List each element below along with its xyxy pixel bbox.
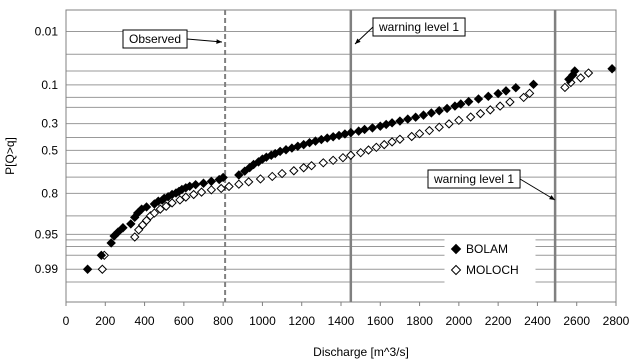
x-tick-label: 1200 bbox=[288, 314, 315, 328]
y-tick-label: 0.8 bbox=[41, 186, 58, 200]
x-tick-label: 2000 bbox=[446, 314, 473, 328]
y-tick-label: 0.95 bbox=[35, 227, 59, 241]
bolam-point bbox=[435, 107, 443, 115]
moloch-point bbox=[408, 133, 416, 141]
bolam-point bbox=[368, 124, 376, 132]
annotation: Observed bbox=[123, 30, 222, 48]
annotation-label: warning level 1 bbox=[378, 20, 459, 34]
bolam-point bbox=[404, 115, 412, 123]
bolam-point bbox=[207, 177, 215, 185]
annotation: warning level 1 bbox=[428, 170, 555, 200]
x-tick-label: 0 bbox=[63, 314, 70, 328]
moloch-point bbox=[365, 146, 373, 154]
bolam-point bbox=[475, 95, 483, 103]
bolam-point bbox=[84, 265, 92, 273]
moloch-point bbox=[278, 170, 286, 178]
x-tick-label: 1600 bbox=[367, 314, 394, 328]
y-tick-label: 0.1 bbox=[41, 78, 58, 92]
annotation-label: Observed bbox=[129, 32, 181, 46]
x-tick-label: 2600 bbox=[563, 314, 590, 328]
moloch-point bbox=[217, 184, 225, 192]
x-tick-label: 2200 bbox=[485, 314, 512, 328]
x-tick-label: 600 bbox=[174, 314, 194, 328]
moloch-point bbox=[290, 167, 298, 175]
bolam-point bbox=[484, 92, 492, 100]
moloch-point bbox=[225, 182, 233, 190]
y-tick-label: 0.3 bbox=[41, 117, 58, 131]
moloch-point bbox=[347, 151, 355, 159]
moloch-point bbox=[198, 188, 206, 196]
x-tick-label: 400 bbox=[135, 314, 155, 328]
legend-label: MOLOCH bbox=[466, 263, 519, 277]
bolam-point bbox=[465, 98, 473, 106]
moloch-point bbox=[445, 120, 453, 128]
bolam-point bbox=[200, 179, 208, 187]
bolam-point bbox=[530, 80, 538, 88]
x-tick-label: 1400 bbox=[328, 314, 355, 328]
bolam-point bbox=[608, 65, 616, 73]
y-tick-label: 0.99 bbox=[35, 262, 59, 276]
moloch-point bbox=[339, 154, 347, 162]
x-tick-label: 800 bbox=[213, 314, 233, 328]
moloch-point bbox=[585, 69, 593, 77]
moloch-point bbox=[207, 186, 215, 194]
x-tick-label: 2400 bbox=[524, 314, 551, 328]
x-tick-label: 1800 bbox=[406, 314, 433, 328]
x-axis-title: Discharge [m^3/s] bbox=[313, 345, 409, 359]
legend-label: BOLAM bbox=[466, 242, 508, 256]
y-axis-title: P[Q>q] bbox=[3, 137, 17, 175]
bolam-point bbox=[494, 90, 502, 98]
bolam-point bbox=[427, 109, 435, 117]
moloch-point bbox=[396, 135, 404, 143]
moloch-point bbox=[98, 265, 106, 273]
annotation-leader bbox=[520, 179, 555, 200]
moloch-point bbox=[319, 159, 327, 167]
x-axis-ticks: 0 200 400 600 800 1000 1200 1400 1600 1800 2000 220… bbox=[63, 302, 630, 328]
x-tick-label: 200 bbox=[95, 314, 115, 328]
annotation-label: warning level 1 bbox=[433, 172, 514, 186]
y-tick-label: 0.01 bbox=[35, 25, 59, 39]
y-tick-label: 0.5 bbox=[41, 143, 58, 157]
moloch-point bbox=[256, 175, 264, 183]
bolam-point bbox=[420, 111, 428, 119]
x-tick-label: 2800 bbox=[603, 314, 630, 328]
moloch-point bbox=[190, 190, 198, 198]
moloch-point bbox=[577, 74, 585, 82]
x-tick-label: 1000 bbox=[249, 314, 276, 328]
moloch-point bbox=[476, 110, 484, 118]
moloch-point bbox=[425, 127, 433, 135]
bolam-point bbox=[412, 113, 420, 121]
moloch-point bbox=[300, 164, 308, 172]
moloch-point bbox=[467, 113, 475, 121]
moloch-point bbox=[506, 98, 514, 106]
moloch-point bbox=[235, 180, 243, 188]
bolam-point bbox=[502, 87, 510, 95]
bolam-point bbox=[127, 220, 135, 228]
annotation: warning level 1 bbox=[355, 18, 465, 44]
y-axis-ticks: 0.01 0.1 0.3 0.5 0.8 0.95 0.99 bbox=[35, 25, 59, 277]
bolam-point bbox=[443, 104, 451, 112]
moloch-point bbox=[388, 138, 396, 146]
moloch-point bbox=[496, 102, 504, 110]
moloch-point bbox=[268, 172, 276, 180]
moloch-point bbox=[416, 130, 424, 138]
moloch-point bbox=[380, 141, 388, 149]
legend: BOLAM MOLOCH bbox=[445, 236, 535, 282]
moloch-point bbox=[245, 178, 253, 186]
moloch-point bbox=[435, 123, 443, 131]
